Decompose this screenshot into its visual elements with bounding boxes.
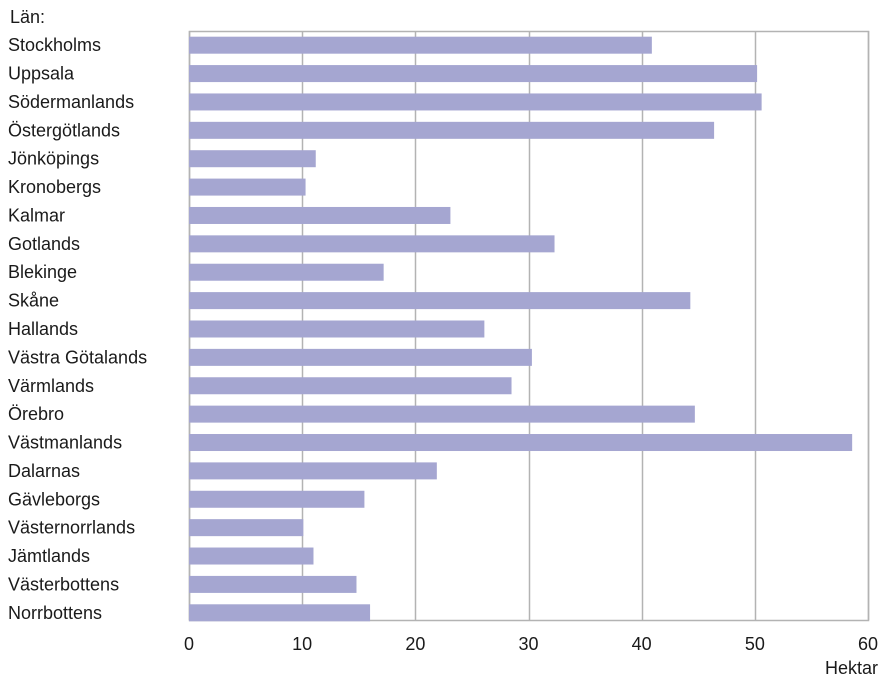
bar-15 [189, 462, 437, 480]
category-label-6: Kalmar [8, 205, 65, 225]
bar-6 [189, 206, 451, 224]
bar-14 [189, 434, 853, 452]
bar-17 [189, 519, 304, 537]
category-label-7: Gotlands [8, 234, 80, 254]
bar-4 [189, 150, 316, 168]
bar-5 [189, 178, 306, 196]
category-label-5: Kronobergs [8, 177, 101, 197]
x-tick-label-10: 10 [292, 634, 312, 654]
category-label-10: Hallands [8, 319, 78, 339]
category-label-19: Västerbottens [8, 574, 119, 594]
category-label-2: Södermanlands [8, 92, 134, 112]
value-axis-title: Hektar [825, 658, 878, 678]
x-tick-label-20: 20 [405, 634, 425, 654]
bar-16 [189, 490, 365, 508]
category-labels: Stockholms Uppsala Södermanlands Östergötla… [8, 35, 147, 623]
bar-2 [189, 93, 762, 111]
bar-19 [189, 575, 357, 593]
category-label-15: Dalarnas [8, 461, 80, 481]
bar-9 [189, 292, 691, 310]
bar-12 [189, 377, 512, 395]
x-tick-label-60: 60 [858, 634, 878, 654]
bar-10 [189, 320, 485, 338]
category-label-12: Värmlands [8, 376, 94, 396]
category-label-20: Norrbottens [8, 603, 102, 623]
category-label-1: Uppsala [8, 64, 75, 84]
category-label-8: Blekinge [8, 262, 77, 282]
tick-labels: 0 10 20 30 40 50 60 [184, 634, 878, 654]
x-tick-label-40: 40 [632, 634, 652, 654]
x-tick-label-0: 0 [184, 634, 194, 654]
category-axis-title: Län: [10, 7, 45, 27]
bar-13 [189, 405, 695, 423]
bar-3 [189, 121, 715, 139]
category-label-18: Jämtlands [8, 546, 90, 566]
x-tick-label-50: 50 [745, 634, 765, 654]
bars-group [189, 36, 853, 622]
x-tick-label-30: 30 [518, 634, 538, 654]
category-label-16: Gävleborgs [8, 489, 100, 509]
category-label-11: Västra Götalands [8, 347, 147, 367]
bar-18 [189, 547, 314, 565]
bar-1 [189, 65, 758, 83]
category-label-17: Västernorrlands [8, 518, 135, 538]
category-label-3: Östergötlands [8, 120, 120, 140]
category-label-13: Örebro [8, 404, 64, 424]
category-label-9: Skåne [8, 291, 59, 311]
category-label-4: Jönköpings [8, 149, 99, 169]
category-label-14: Västmanlands [8, 433, 122, 453]
bar-11 [189, 348, 532, 366]
bar-8 [189, 263, 384, 281]
bar-7 [189, 235, 555, 253]
bar-20 [189, 604, 371, 622]
bar-0 [189, 36, 652, 54]
category-label-0: Stockholms [8, 35, 101, 55]
